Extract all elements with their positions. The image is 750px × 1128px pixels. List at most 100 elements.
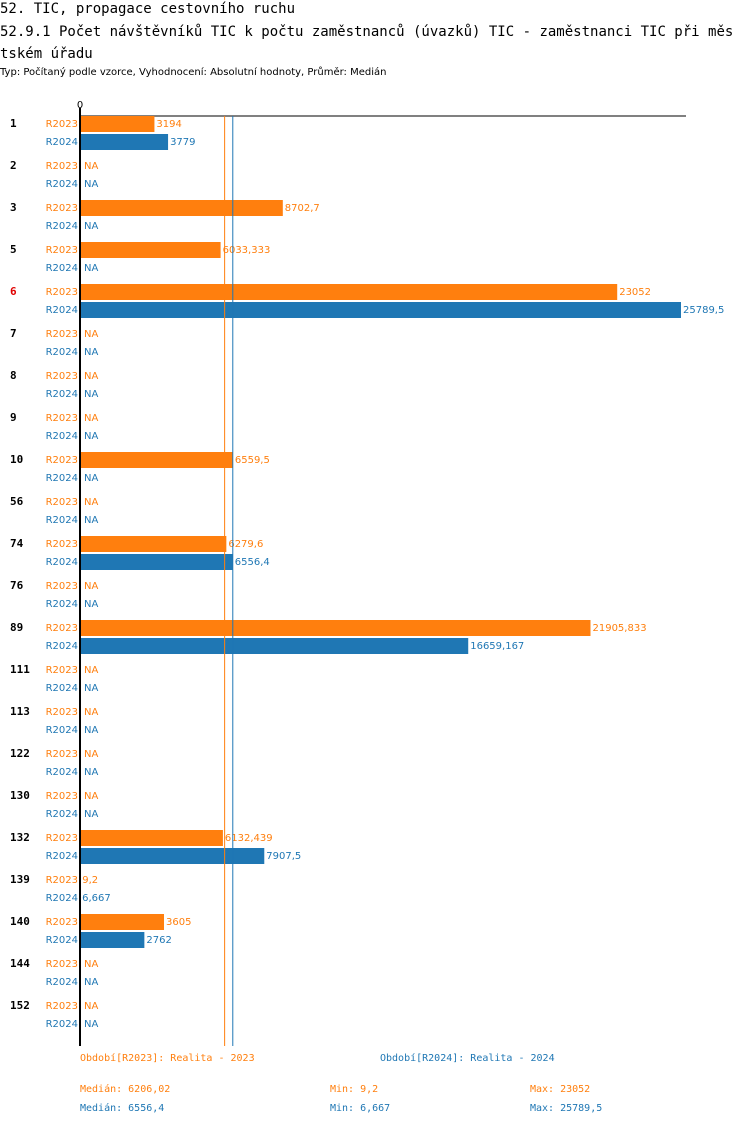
data-label: 6279,6 [228,539,263,550]
data-label: 6132,439 [225,833,273,844]
data-label: NA [84,389,98,400]
category-label: 89 [10,621,23,634]
data-label: 23052 [619,287,651,298]
series-row-label: R2024 [46,1019,78,1030]
category-label: 122 [10,747,30,760]
series-row-label: R2024 [46,683,78,694]
bar [80,452,233,468]
category-label: 3 [10,201,17,214]
category-label: 111 [10,663,30,676]
data-label: 6,667 [82,893,111,904]
data-label: NA [84,431,98,442]
data-label: NA [84,263,98,274]
data-label: NA [84,725,98,736]
series-row-label: R2023 [46,371,78,382]
data-label: NA [84,347,98,358]
series-row-label: R2024 [46,179,78,190]
category-label: 1 [10,117,17,130]
data-label: NA [84,707,98,718]
bar [80,638,469,654]
series-row-label: R2023 [46,287,78,298]
data-label: 6033,333 [223,245,271,256]
data-label: NA [84,791,98,802]
series-row-label: R2024 [46,389,78,400]
stat-median-r2023: Medián: 6206,02 [80,1084,171,1095]
series-row-label: R2023 [46,749,78,760]
data-label: 6556,4 [235,557,270,568]
data-label: 9,2 [82,875,98,886]
series-row-label: R2023 [46,497,78,508]
data-label: NA [84,371,98,382]
series-row-label: R2023 [46,245,78,256]
bar [80,536,227,552]
bar [80,134,169,150]
bar [80,242,221,258]
data-label: 16659,167 [470,641,524,652]
series-row-label: R2024 [46,725,78,736]
data-label: NA [84,179,98,190]
data-label: NA [84,515,98,526]
category-label: 8 [10,369,17,382]
data-label: NA [84,413,98,424]
series-row-label: R2023 [46,119,78,130]
series-row-label: R2024 [46,977,78,988]
series-row-label: R2023 [46,791,78,802]
series-row-label: R2023 [46,623,78,634]
stat-min-r2024: Min: 6,667 [330,1103,391,1114]
series-row-label: R2024 [46,137,78,148]
series-row-label: R2023 [46,1001,78,1012]
series-row-label: R2024 [46,515,78,526]
bar [80,554,233,570]
series-row-label: R2024 [46,305,78,316]
series-row-label: R2024 [46,431,78,442]
legend-r2023: Období[R2023]: Realita - 2023 [80,1053,255,1064]
data-label: NA [84,683,98,694]
category-label: 6 [10,285,17,298]
category-label: 132 [10,831,30,844]
series-row-label: R2024 [46,221,78,232]
data-label: NA [84,581,98,592]
data-label: 25789,5 [683,305,724,316]
series-row-label: R2024 [46,851,78,862]
series-row-label: R2023 [46,959,78,970]
category-label: 74 [10,537,24,550]
category-label: 113 [10,705,30,718]
series-row-label: R2023 [46,833,78,844]
series-row-label: R2024 [46,641,78,652]
data-label: 6559,5 [235,455,270,466]
data-label: NA [84,959,98,970]
data-label: NA [84,1001,98,1012]
data-label: 3194 [156,119,181,130]
bar [80,620,591,636]
bar [80,914,165,930]
category-label: 56 [10,495,24,508]
data-label: NA [84,221,98,232]
series-row-label: R2024 [46,893,78,904]
data-label: 2762 [146,935,171,946]
data-label: NA [84,497,98,508]
bar [80,200,283,216]
type-description: Typ: Počítaný podle vzorce, Vyhodnocení:… [0,67,387,78]
data-label: NA [84,809,98,820]
category-label: 76 [10,579,24,592]
series-row-label: R2023 [46,875,78,886]
category-label: 139 [10,873,30,886]
series-row-label: R2023 [46,329,78,340]
category-label: 140 [10,915,30,928]
data-label: 7907,5 [266,851,301,862]
data-label: NA [84,1019,98,1030]
stat-min-r2023: Min: 9,2 [330,1084,379,1095]
bar-chart: 0 1 R2023 3194 R2024 3779 2 R2023 NA R2024 NA 3 R202… [10,100,724,1046]
indicator-title: 52.9.1 Počet návštěvníků TIC k počtu zam… [0,24,734,62]
data-label: NA [84,599,98,610]
data-label: 21905,833 [592,623,646,634]
category-label: 152 [10,999,30,1012]
bar [80,302,681,318]
data-label: NA [84,767,98,778]
series-row-label: R2023 [46,707,78,718]
category-label: 5 [10,243,17,256]
series-row-label: R2023 [46,203,78,214]
series-row-label: R2023 [46,665,78,676]
series-row-label: R2024 [46,809,78,820]
series-row-label: R2024 [46,263,78,274]
